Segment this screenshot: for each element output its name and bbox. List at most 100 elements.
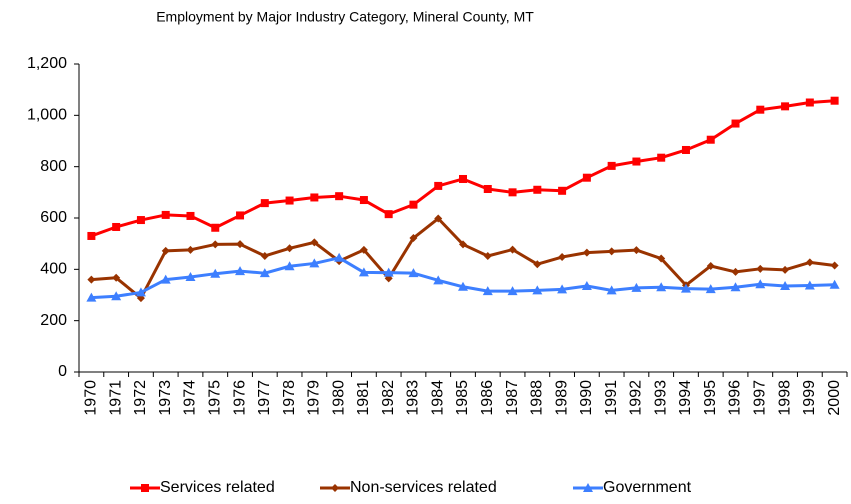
x-tick-label: 1998 [776, 380, 793, 416]
marker [434, 181, 443, 190]
x-tick-label: 1983 [405, 380, 422, 416]
marker [830, 261, 839, 270]
marker [331, 484, 339, 492]
marker [731, 119, 740, 128]
x-tick-label: 1976 [231, 380, 248, 416]
marker [482, 286, 493, 296]
marker [408, 268, 419, 278]
marker [186, 211, 195, 220]
y-tick-label: 800 [40, 158, 67, 175]
marker [606, 285, 617, 295]
marker [111, 291, 122, 301]
marker [384, 210, 393, 219]
x-tick-label: 1982 [380, 380, 397, 416]
marker [459, 240, 467, 249]
marker [136, 216, 145, 225]
x-tick-label: 1977 [256, 380, 273, 416]
marker [632, 246, 641, 255]
y-tick-label: 400 [40, 261, 67, 278]
marker [483, 251, 492, 260]
x-tick-label: 1994 [677, 380, 694, 416]
marker [508, 245, 517, 254]
x-tick-label: 1974 [182, 380, 199, 416]
x-tick-label: 1989 [553, 380, 570, 416]
marker [235, 266, 246, 276]
x-tick-label: 1975 [206, 380, 223, 416]
y-tick-label: 0 [58, 363, 67, 380]
marker [657, 153, 666, 162]
marker [582, 173, 591, 182]
marker [781, 102, 790, 111]
marker [334, 252, 345, 262]
marker [309, 258, 320, 268]
marker [781, 265, 790, 274]
marker [706, 261, 715, 270]
marker [259, 268, 270, 278]
marker [631, 282, 642, 292]
series-line [91, 256, 835, 300]
x-tick-label: 1971 [107, 380, 124, 416]
x-tick-label: 1999 [801, 380, 818, 416]
marker [87, 275, 96, 284]
legend-label: Government [603, 479, 692, 496]
legend-label: Services related [160, 479, 275, 496]
marker [310, 193, 319, 202]
marker [780, 281, 791, 291]
marker [657, 254, 666, 263]
marker [284, 261, 295, 271]
x-tick-label: 1995 [702, 380, 719, 416]
marker [383, 267, 394, 277]
marker [285, 244, 294, 253]
marker [558, 253, 567, 262]
marker [607, 161, 616, 170]
marker [805, 98, 814, 107]
marker [458, 281, 468, 291]
x-tick-label: 1980 [330, 380, 347, 416]
marker [211, 240, 220, 249]
y-tick-label: 1,000 [27, 107, 67, 124]
marker [632, 157, 641, 166]
marker [211, 223, 220, 232]
marker [756, 105, 765, 114]
x-tick-label: 1981 [355, 380, 372, 416]
marker [141, 484, 149, 492]
x-tick-label: 1990 [578, 380, 595, 416]
marker [434, 214, 443, 223]
marker [507, 286, 518, 296]
marker [335, 192, 344, 201]
x-tick-label: 1979 [306, 380, 323, 416]
marker [285, 196, 294, 205]
marker [112, 222, 121, 231]
marker [409, 234, 418, 243]
marker [161, 246, 170, 255]
marker [583, 483, 593, 492]
marker [681, 145, 690, 154]
marker [135, 287, 146, 297]
marker [210, 268, 221, 278]
marker [804, 280, 815, 290]
marker [483, 184, 492, 193]
marker [359, 245, 368, 254]
marker [260, 251, 269, 260]
marker [409, 200, 418, 209]
x-tick-label: 1988 [529, 380, 546, 416]
x-tick-label: 1993 [652, 380, 669, 416]
x-tick-label: 1991 [603, 380, 620, 416]
marker [607, 247, 616, 256]
marker [581, 281, 592, 291]
series-line [90, 99, 835, 238]
x-tick-label: 1973 [157, 380, 174, 416]
marker [756, 264, 765, 273]
marker [86, 292, 97, 302]
marker [680, 283, 691, 293]
marker [582, 248, 591, 257]
x-tick-label: 1978 [281, 380, 298, 416]
marker [656, 282, 667, 292]
marker [459, 174, 467, 183]
y-tick-label: 200 [40, 312, 67, 329]
marker [705, 284, 716, 294]
marker [533, 185, 542, 194]
marker [87, 231, 96, 240]
marker [185, 272, 196, 282]
